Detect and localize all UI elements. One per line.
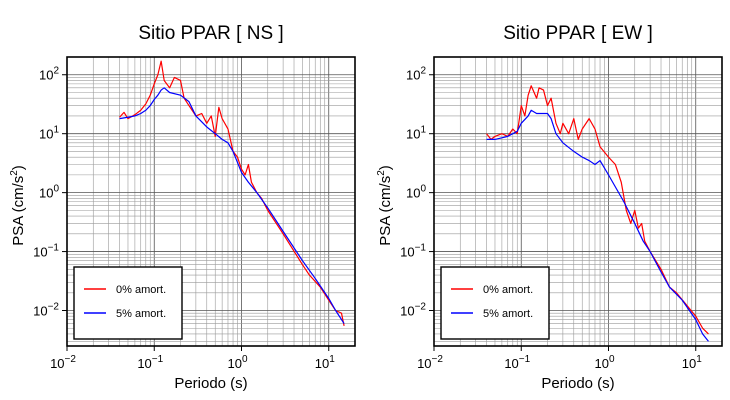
plot-frame	[433, 56, 723, 347]
y-axis-label: PSA (cm/s2)	[376, 165, 394, 246]
series-line-damping-0	[119, 60, 345, 326]
legend: 0% amort. 5% amort.	[440, 266, 550, 340]
x-tick-label: 101	[315, 354, 335, 371]
legend-label: 5% amort.	[483, 308, 533, 320]
x-tick-label: 10−2	[417, 354, 443, 371]
chart-1: 10−2 10−1 100 101 10−2 10−1 100 101 102 Sitio PPA…	[9, 23, 356, 392]
grid	[66, 56, 356, 346]
x-tick-label: 100	[594, 354, 614, 371]
series-line-damping-5	[486, 109, 709, 342]
y-axis-label: PSA (cm/s2)	[9, 165, 27, 246]
x-tick-label: 100	[227, 354, 247, 371]
x-tick-label: 10−2	[50, 354, 76, 371]
legend-label: 5% amort.	[116, 308, 166, 320]
y-tick-label: 102	[39, 66, 59, 83]
legend: 0% amort. 5% amort.	[73, 266, 183, 340]
legend-box	[73, 266, 183, 340]
legend-label: 0% amort.	[116, 284, 166, 296]
chart-title: Sitio PPAR [ NS ]	[138, 23, 283, 44]
chart-title: Sitio PPAR [ EW ]	[503, 23, 653, 44]
y-tick-label: 100	[39, 184, 59, 201]
x-tick-label: 10−1	[504, 354, 530, 371]
y-tick-label: 101	[406, 125, 426, 142]
x-axis-label: Periodo (s)	[541, 375, 614, 392]
legend-box	[440, 266, 550, 340]
x-tick-label: 101	[682, 354, 702, 371]
chart-2: 10−2 10−1 100 101 10−2 10−1 100 101 102 Sitio PPA…	[376, 23, 723, 392]
y-tick-label: 10−1	[400, 243, 426, 260]
y-tick-label: 100	[406, 184, 426, 201]
x-tick-label: 10−1	[137, 354, 163, 371]
legend-label: 0% amort.	[483, 284, 533, 296]
series-line-damping-5	[119, 87, 345, 324]
y-tick-label: 10−1	[33, 243, 59, 260]
y-tick-label: 10−2	[33, 302, 59, 319]
x-axis-label: Periodo (s)	[174, 375, 247, 392]
y-tick-label: 102	[406, 66, 426, 83]
plot-frame	[66, 56, 356, 347]
y-tick-label: 10−2	[400, 302, 426, 319]
y-tick-label: 101	[39, 125, 59, 142]
